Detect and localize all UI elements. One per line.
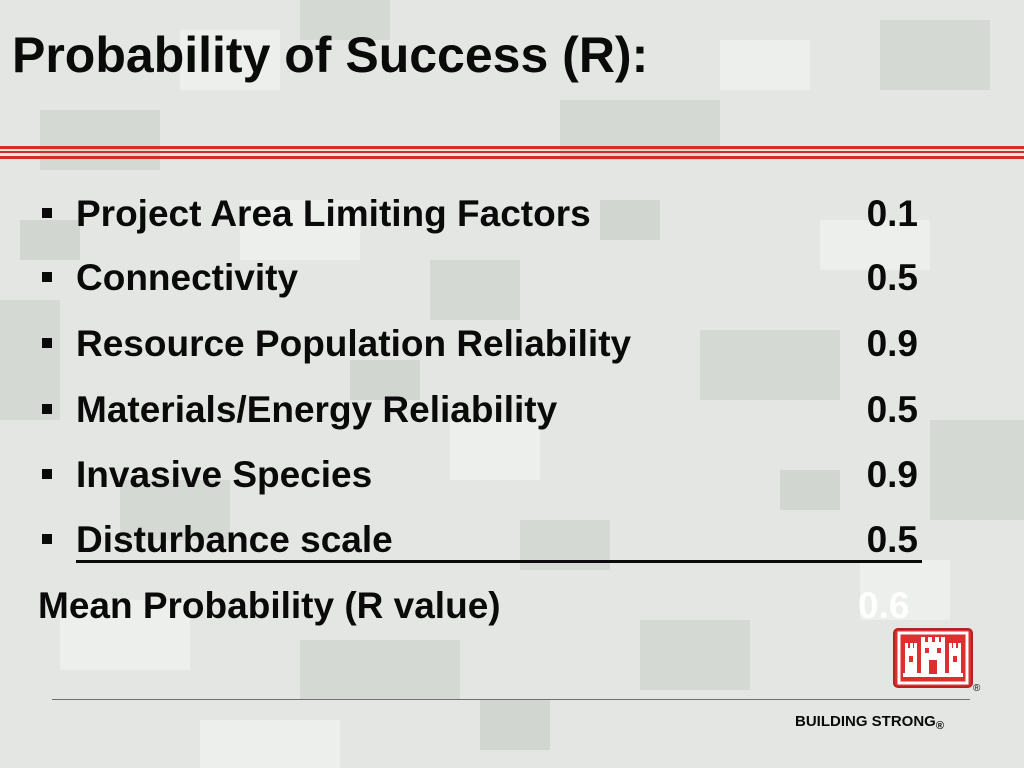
list-item: Project Area Limiting Factors 0.1 (36, 192, 922, 248)
header-rule (0, 146, 1024, 149)
list-item: Connectivity 0.5 (36, 256, 922, 312)
page-title: Probability of Success (R): (12, 27, 649, 83)
factor-label: Resource Population Reliability (76, 323, 632, 364)
square-bullet-icon (42, 534, 52, 544)
square-bullet-icon (42, 272, 52, 282)
list-item: Resource Population Reliability 0.9 (36, 322, 922, 378)
factor-label: Materials/Energy Reliability (76, 389, 558, 430)
factor-value: 0.5 (866, 519, 918, 560)
castle-icon (893, 628, 973, 688)
square-bullet-icon (42, 338, 52, 348)
footer-registered-mark: ® (935, 720, 944, 732)
factor-label: Disturbance scale (76, 519, 393, 560)
list-item: Invasive Species 0.9 (36, 453, 922, 509)
header-rule (0, 151, 1024, 153)
footer-rule (52, 699, 970, 700)
square-bullet-icon (42, 208, 52, 218)
factor-value: 0.9 (866, 454, 918, 495)
header-rule (0, 156, 1024, 159)
square-bullet-icon (42, 404, 52, 414)
factor-label: Connectivity (76, 257, 299, 298)
list-item: Materials/Energy Reliability 0.5 (36, 388, 922, 444)
factor-label: Invasive Species (76, 454, 373, 495)
factor-value: 0.5 (866, 257, 918, 298)
factor-value: 0.5 (866, 389, 918, 430)
footer-slogan: BUILDING STRONG® (795, 713, 944, 732)
factor-value: 0.1 (866, 193, 918, 234)
mean-label: Mean Probability (R value) (38, 585, 501, 626)
mean-value: 0.6 (858, 585, 910, 626)
list-item: Disturbance scale 0.5 (36, 518, 922, 574)
sum-underline (76, 560, 922, 563)
logo-registered-mark: ® (973, 683, 981, 694)
square-bullet-icon (42, 469, 52, 479)
factor-label: Project Area Limiting Factors (76, 193, 591, 234)
footer-text: BUILDING STRONG (795, 713, 936, 730)
factor-value: 0.9 (866, 323, 918, 364)
